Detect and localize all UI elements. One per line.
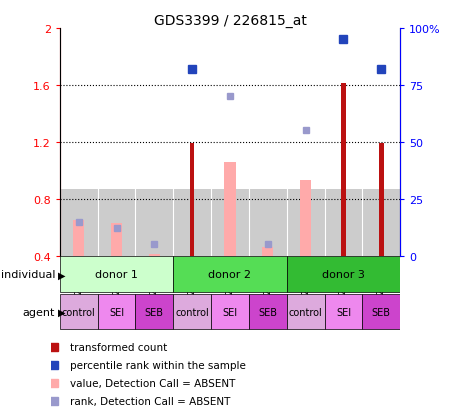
Text: SEB: SEB xyxy=(258,307,277,317)
Bar xyxy=(60,257,173,292)
Text: SEI: SEI xyxy=(335,307,350,317)
Text: SEI: SEI xyxy=(109,307,124,317)
Bar xyxy=(248,294,286,330)
Text: SEB: SEB xyxy=(371,307,390,317)
Text: ▶: ▶ xyxy=(57,307,65,317)
Bar xyxy=(224,162,235,256)
Bar xyxy=(286,294,324,330)
Bar xyxy=(60,294,97,330)
Bar xyxy=(324,294,362,330)
Title: GDS3399 / 226815_at: GDS3399 / 226815_at xyxy=(153,14,306,28)
Bar xyxy=(73,221,84,256)
Text: agent: agent xyxy=(23,307,55,317)
Bar xyxy=(262,247,273,256)
Text: control: control xyxy=(288,307,322,317)
Bar xyxy=(148,255,160,256)
Bar xyxy=(378,144,383,256)
Text: donor 3: donor 3 xyxy=(321,270,364,280)
Bar xyxy=(211,294,248,330)
Bar xyxy=(111,223,122,256)
Text: SEB: SEB xyxy=(145,307,163,317)
Text: percentile rank within the sample: percentile rank within the sample xyxy=(70,360,246,370)
Text: donor 2: donor 2 xyxy=(208,270,251,280)
Text: rank, Detection Call = ABSENT: rank, Detection Call = ABSENT xyxy=(70,396,230,406)
Text: ▶: ▶ xyxy=(57,270,65,280)
Bar xyxy=(173,294,211,330)
Bar xyxy=(299,181,311,256)
Bar xyxy=(60,190,399,256)
Text: value, Detection Call = ABSENT: value, Detection Call = ABSENT xyxy=(70,378,235,388)
Text: individual: individual xyxy=(1,270,55,280)
Text: transformed count: transformed count xyxy=(70,342,167,352)
Text: donor 1: donor 1 xyxy=(95,270,138,280)
Text: control: control xyxy=(62,307,95,317)
Bar xyxy=(362,294,399,330)
Bar xyxy=(135,294,173,330)
Bar xyxy=(190,144,194,256)
Bar xyxy=(286,257,399,292)
Text: SEI: SEI xyxy=(222,307,237,317)
Bar xyxy=(97,294,135,330)
Text: control: control xyxy=(175,307,208,317)
Bar xyxy=(341,84,345,256)
Bar xyxy=(173,257,286,292)
